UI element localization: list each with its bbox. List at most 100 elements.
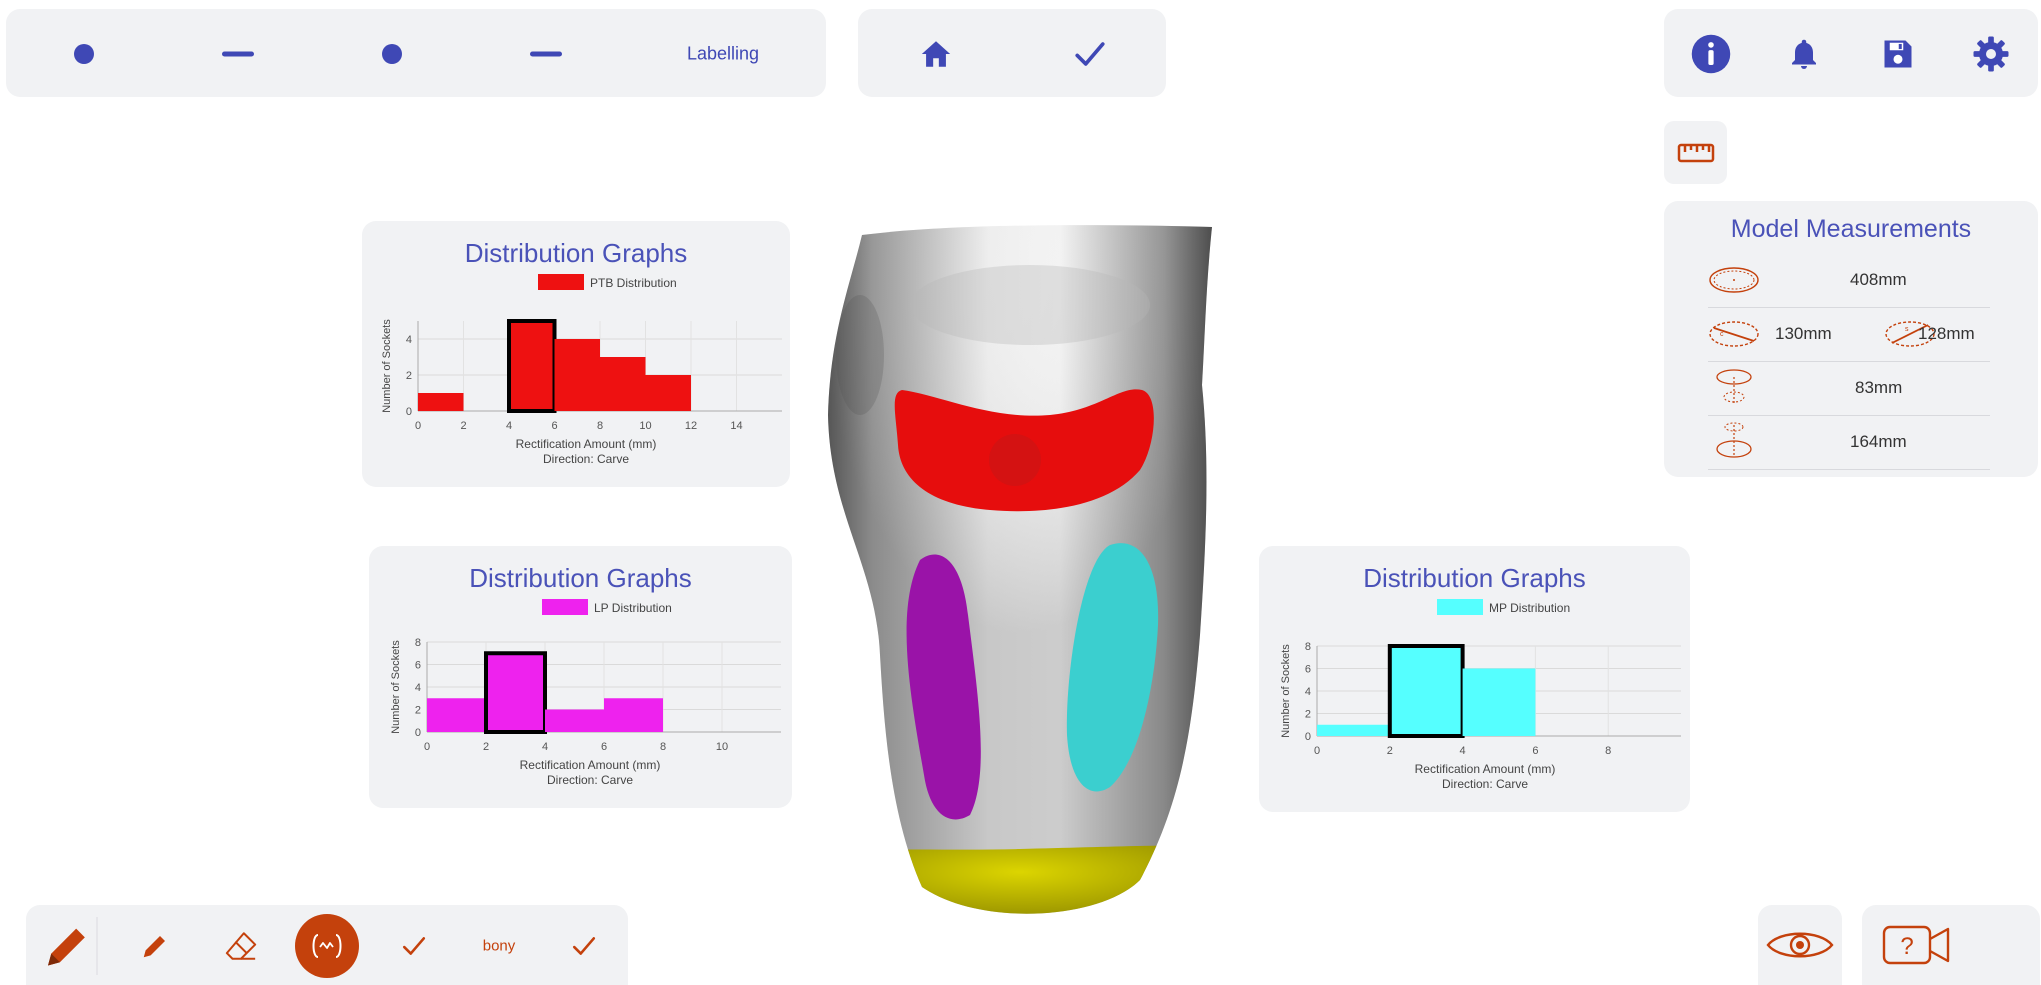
notifications-button[interactable] xyxy=(1780,30,1828,78)
y-tick-label: 4 xyxy=(1305,686,1311,698)
histogram-bar xyxy=(545,709,604,732)
x-axis-title: Rectification Amount (mm) xyxy=(1415,762,1556,776)
eraser-button[interactable] xyxy=(216,921,266,971)
histogram-bar xyxy=(427,698,486,732)
lp-distribution-card: Distribution Graphs 0 2 4 6 8 0 2 4 6 8 10 LP Distr… xyxy=(369,546,792,808)
step-connector-2 xyxy=(530,51,562,57)
x-tick-label: 8 xyxy=(1605,745,1611,757)
chart-subtitle: Direction: Carve xyxy=(543,452,629,466)
mp-distribution-chart: 0 2 4 6 8 0 2 4 6 8 MP Distribution Rectification A… xyxy=(1280,599,1681,791)
gear-icon xyxy=(1973,36,2009,72)
x-axis-title: Rectification Amount (mm) xyxy=(520,758,661,772)
check-icon xyxy=(572,937,596,955)
step-indicator-2[interactable] xyxy=(382,44,402,64)
x-tick-label: 0 xyxy=(1314,745,1320,757)
y-tick-label: 0 xyxy=(406,406,412,418)
x-tick-label: 6 xyxy=(601,741,607,753)
y-tick-label: 8 xyxy=(1305,641,1311,653)
ap-diameter-value: 128mm xyxy=(1918,324,1975,343)
step-connector-1 xyxy=(222,51,254,57)
histogram-bar xyxy=(604,698,663,732)
lp-card-title: Distribution Graphs xyxy=(469,563,692,593)
home-button[interactable] xyxy=(911,29,961,79)
circumference-icon xyxy=(1709,267,1759,293)
length-value-1: 83mm xyxy=(1855,378,1903,397)
current-step-label: Labelling xyxy=(686,43,760,64)
histogram-bar xyxy=(600,357,646,411)
lp-region xyxy=(906,554,981,820)
distal-end-region xyxy=(828,845,1212,914)
y-tick-label: 2 xyxy=(406,370,412,382)
mp-region xyxy=(1066,543,1159,792)
x-tick-label: 4 xyxy=(506,420,512,432)
legend-label: MP Distribution xyxy=(1489,601,1570,615)
measurement-row-length-2: 164mm xyxy=(1708,415,1990,470)
ml-diameter-value: 130mm xyxy=(1775,324,1832,343)
legend-swatch xyxy=(1437,599,1483,615)
histogram-bar xyxy=(554,339,600,411)
svg-text:c: c xyxy=(1720,331,1724,338)
svg-text:s: s xyxy=(1905,326,1909,333)
y-tick-label: 2 xyxy=(1305,709,1311,721)
top-right-toolbar xyxy=(1664,9,2038,97)
x-tick-label: 4 xyxy=(1460,745,1466,757)
mp-distribution-card: Distribution Graphs 0 2 4 6 8 0 2 4 6 8 MP Distrib… xyxy=(1259,546,1690,812)
legend-label: PTB Distribution xyxy=(590,276,677,290)
length-icon xyxy=(1716,369,1752,403)
save-button[interactable] xyxy=(1874,30,1922,78)
x-tick-label: 0 xyxy=(424,741,430,753)
y-axis-title: Number of Sockets xyxy=(1280,644,1292,738)
check-icon xyxy=(402,937,426,955)
region-label-bony[interactable]: bony xyxy=(482,937,516,955)
help-video-icon: ? xyxy=(1882,925,1950,965)
draw-large-button[interactable] xyxy=(39,917,98,975)
model-measurements-panel: Model Measurements 408mm c 130mm s 128mm… xyxy=(1664,201,2038,477)
settings-button[interactable] xyxy=(1967,30,2015,78)
draw-small-button[interactable] xyxy=(130,921,180,971)
histogram-bar xyxy=(484,651,547,734)
measurement-row-length-1: 83mm xyxy=(1708,361,1990,416)
x-tick-label: 10 xyxy=(639,420,651,432)
limb-model-viewport[interactable] xyxy=(820,215,1220,935)
x-axis-title: Rectification Amount (mm) xyxy=(516,437,657,451)
ptb-distribution-chart: 0 2 4 0 2 4 6 8 10 12 14 PTB Distribution Rectificat… xyxy=(381,274,782,466)
histogram-bar xyxy=(645,375,691,411)
y-tick-label: 8 xyxy=(415,637,421,649)
info-button[interactable] xyxy=(1687,30,1735,78)
step-progress-bar: Labelling xyxy=(6,9,826,97)
x-tick-label: 2 xyxy=(483,741,489,753)
mp-card-title: Distribution Graphs xyxy=(1363,563,1586,593)
measure-tool-button[interactable] xyxy=(1664,121,1727,184)
help-video-button[interactable]: ? xyxy=(1862,905,2040,985)
x-tick-label: 14 xyxy=(730,420,742,432)
confirm-label-button[interactable] xyxy=(559,921,609,971)
y-tick-label: 0 xyxy=(1305,731,1311,743)
ruler-icon xyxy=(1677,143,1715,163)
confirm-tool-button[interactable] xyxy=(389,921,439,971)
histogram-bar xyxy=(418,393,464,411)
ptb-distribution-card: Distribution Graphs 0 2 4 0 2 4 6 8 10 12 14 PTB Di… xyxy=(362,221,790,487)
check-icon xyxy=(1075,42,1105,66)
x-tick-label: 8 xyxy=(597,420,603,432)
visibility-toggle-button[interactable] xyxy=(1758,905,1842,985)
y-axis-title: Number of Sockets xyxy=(381,319,393,413)
y-tick-label: 4 xyxy=(406,334,412,346)
histogram-bar xyxy=(1317,724,1390,736)
y-tick-label: 6 xyxy=(415,660,421,672)
y-tick-label: 4 xyxy=(415,682,421,694)
svg-text:?: ? xyxy=(1900,933,1913,960)
step-indicator-1[interactable] xyxy=(74,44,94,64)
region-select-button[interactable] xyxy=(295,914,359,978)
total-length-icon xyxy=(1716,422,1752,458)
legend-label: LP Distribution xyxy=(594,601,672,615)
x-tick-label: 2 xyxy=(460,420,466,432)
y-tick-label: 0 xyxy=(415,727,421,739)
confirm-button[interactable] xyxy=(1065,29,1115,79)
bell-icon xyxy=(1792,39,1816,69)
pencil-large-icon xyxy=(48,928,85,966)
y-tick-label: 6 xyxy=(1305,664,1311,676)
chart-subtitle: Direction: Carve xyxy=(1442,777,1528,791)
length-value-2: 164mm xyxy=(1850,432,1907,451)
ptb-card-title: Distribution Graphs xyxy=(464,238,688,268)
region-select-icon xyxy=(312,934,342,958)
